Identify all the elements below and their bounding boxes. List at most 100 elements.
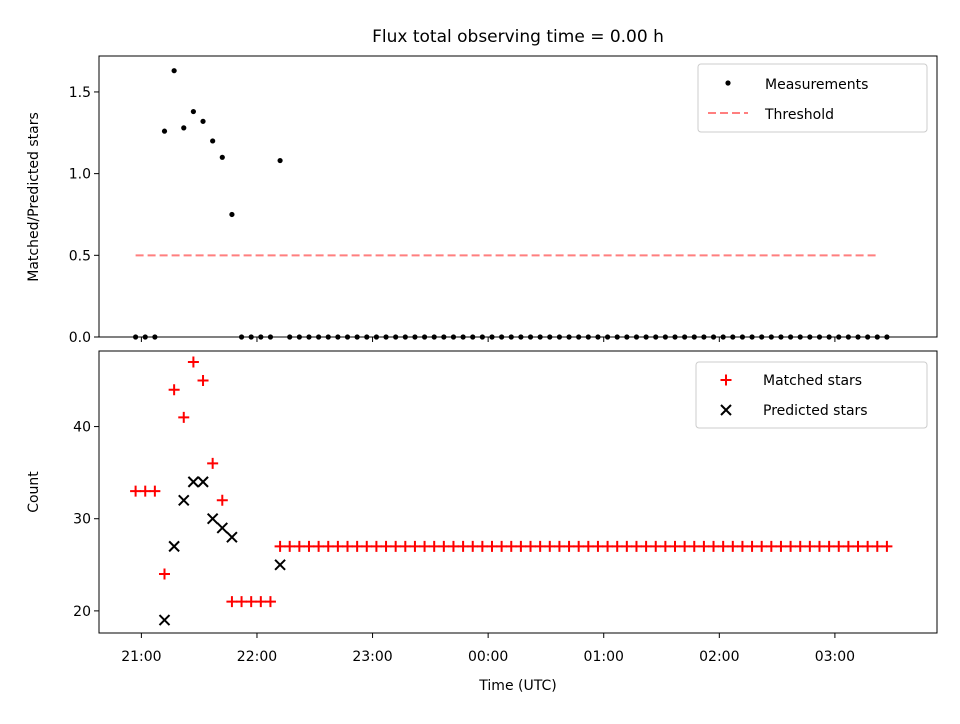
matched-star-point [582, 540, 594, 552]
matched-star-point [708, 540, 720, 552]
matched-star-point [650, 540, 662, 552]
predicted-star-point [206, 513, 219, 525]
matched-star-point [592, 540, 604, 552]
top-y-axis-label: Matched/Predicted stars [26, 112, 42, 282]
matched-star-point [457, 540, 469, 552]
matched-star-point [775, 540, 787, 552]
predicted-star-point [178, 494, 190, 507]
matched-star-point [178, 411, 190, 423]
matched-star-point [216, 494, 228, 506]
x-tick-label: 03:00 [815, 649, 855, 665]
y-tick-label: 40 [73, 420, 91, 436]
x-tick-label: 02:00 [699, 649, 739, 665]
legend-label-matched: Matched stars [763, 373, 862, 389]
matched-star-point [322, 540, 334, 552]
matched-star-point [698, 540, 710, 552]
matched-star-point [525, 540, 537, 552]
matched-star-point [447, 540, 459, 552]
matched-star-point [303, 540, 315, 552]
legend-marker-matched [720, 374, 732, 386]
measurement-point [229, 211, 235, 218]
matched-star-point [139, 485, 151, 497]
predicted-star-point [187, 476, 200, 488]
x-tick-label: 21:00 [121, 649, 161, 665]
matched-star-point [264, 596, 276, 608]
top-axes-frame [98, 55, 938, 338]
x-tick-label: 23:00 [352, 649, 392, 665]
matched-star-point [717, 540, 729, 552]
matched-star-point [149, 485, 161, 497]
y-tick-label: 0.5 [69, 248, 91, 264]
matched-star-point [255, 596, 267, 608]
matched-star-point [158, 568, 170, 580]
top-panel: 0.0 0.5 1.0 1.5 Measurements Threshold [69, 55, 938, 346]
matched-star-point [833, 540, 845, 552]
matched-star-point [862, 540, 874, 552]
matched-star-point [813, 540, 825, 552]
matched-star-point [765, 540, 777, 552]
matched-star-point [399, 540, 411, 552]
matched-star-point [207, 457, 219, 469]
bottom-axes-frame [98, 350, 938, 634]
matched-star-point [823, 540, 835, 552]
x-tick-label: 00:00 [468, 649, 508, 665]
matched-star-point [785, 540, 797, 552]
matched-star-point [679, 540, 691, 552]
measurement-point [210, 138, 216, 144]
legend-label-threshold: Threshold [764, 107, 834, 123]
matched-star-point [534, 540, 546, 552]
legend-marker-measurements [725, 80, 731, 86]
bottom-panel: 20 30 40 21:00 22:00 23:00 00:00 01:00 02:00 03:0… [73, 350, 938, 665]
matched-star-point [187, 356, 199, 368]
predicted-star-point [158, 614, 171, 626]
matched-star-point [419, 540, 431, 552]
matched-star-point [727, 540, 739, 552]
matched-star-point [467, 540, 479, 552]
matched-star-point [236, 596, 248, 608]
predicted-star-point [168, 540, 180, 553]
matched-star-point [284, 540, 296, 552]
legend-label-predicted: Predicted stars [763, 403, 868, 419]
measurement-point [200, 118, 206, 124]
predicted-star-point [226, 531, 238, 543]
matched-star-point [659, 540, 671, 552]
matched-star-point [505, 540, 517, 552]
matched-star-point [351, 540, 363, 552]
matched-star-point [409, 540, 421, 552]
matched-star-point [881, 540, 893, 552]
measurement-point [190, 108, 196, 115]
y-tick-label: 30 [73, 512, 91, 528]
legend-marker-predicted [720, 404, 732, 416]
matched-star-point [361, 540, 373, 552]
matched-star-point [245, 596, 257, 608]
matched-star-point [313, 540, 325, 552]
matched-star-point [804, 540, 816, 552]
matched-star-point [438, 540, 450, 552]
x-tick-label: 22:00 [237, 649, 277, 665]
y-tick-label: 20 [73, 604, 91, 620]
matched-star-point [553, 540, 565, 552]
matched-star-point [274, 540, 286, 552]
matched-star-point [390, 540, 402, 552]
bottom-legend: Matched stars Predicted stars [695, 361, 928, 429]
matched-star-point [486, 540, 498, 552]
x-tick-label: 01:00 [584, 649, 624, 665]
matched-star-point [496, 540, 508, 552]
predicted-star-point [197, 476, 209, 488]
y-tick-label: 0.0 [69, 330, 91, 346]
matched-star-point [226, 596, 238, 608]
matched-star-point [871, 540, 883, 552]
matched-star-point [544, 540, 556, 552]
matched-star-point [630, 540, 642, 552]
legend-label-measurements: Measurements [765, 77, 868, 93]
matched-star-point [852, 540, 864, 552]
matched-star-point [293, 540, 305, 552]
bottom-legend-box [695, 361, 928, 429]
matched-star-point [168, 384, 180, 396]
matched-star-point [611, 540, 623, 552]
measurement-point [277, 157, 283, 164]
matched-star-point [197, 374, 209, 386]
matched-star-point [380, 540, 392, 552]
